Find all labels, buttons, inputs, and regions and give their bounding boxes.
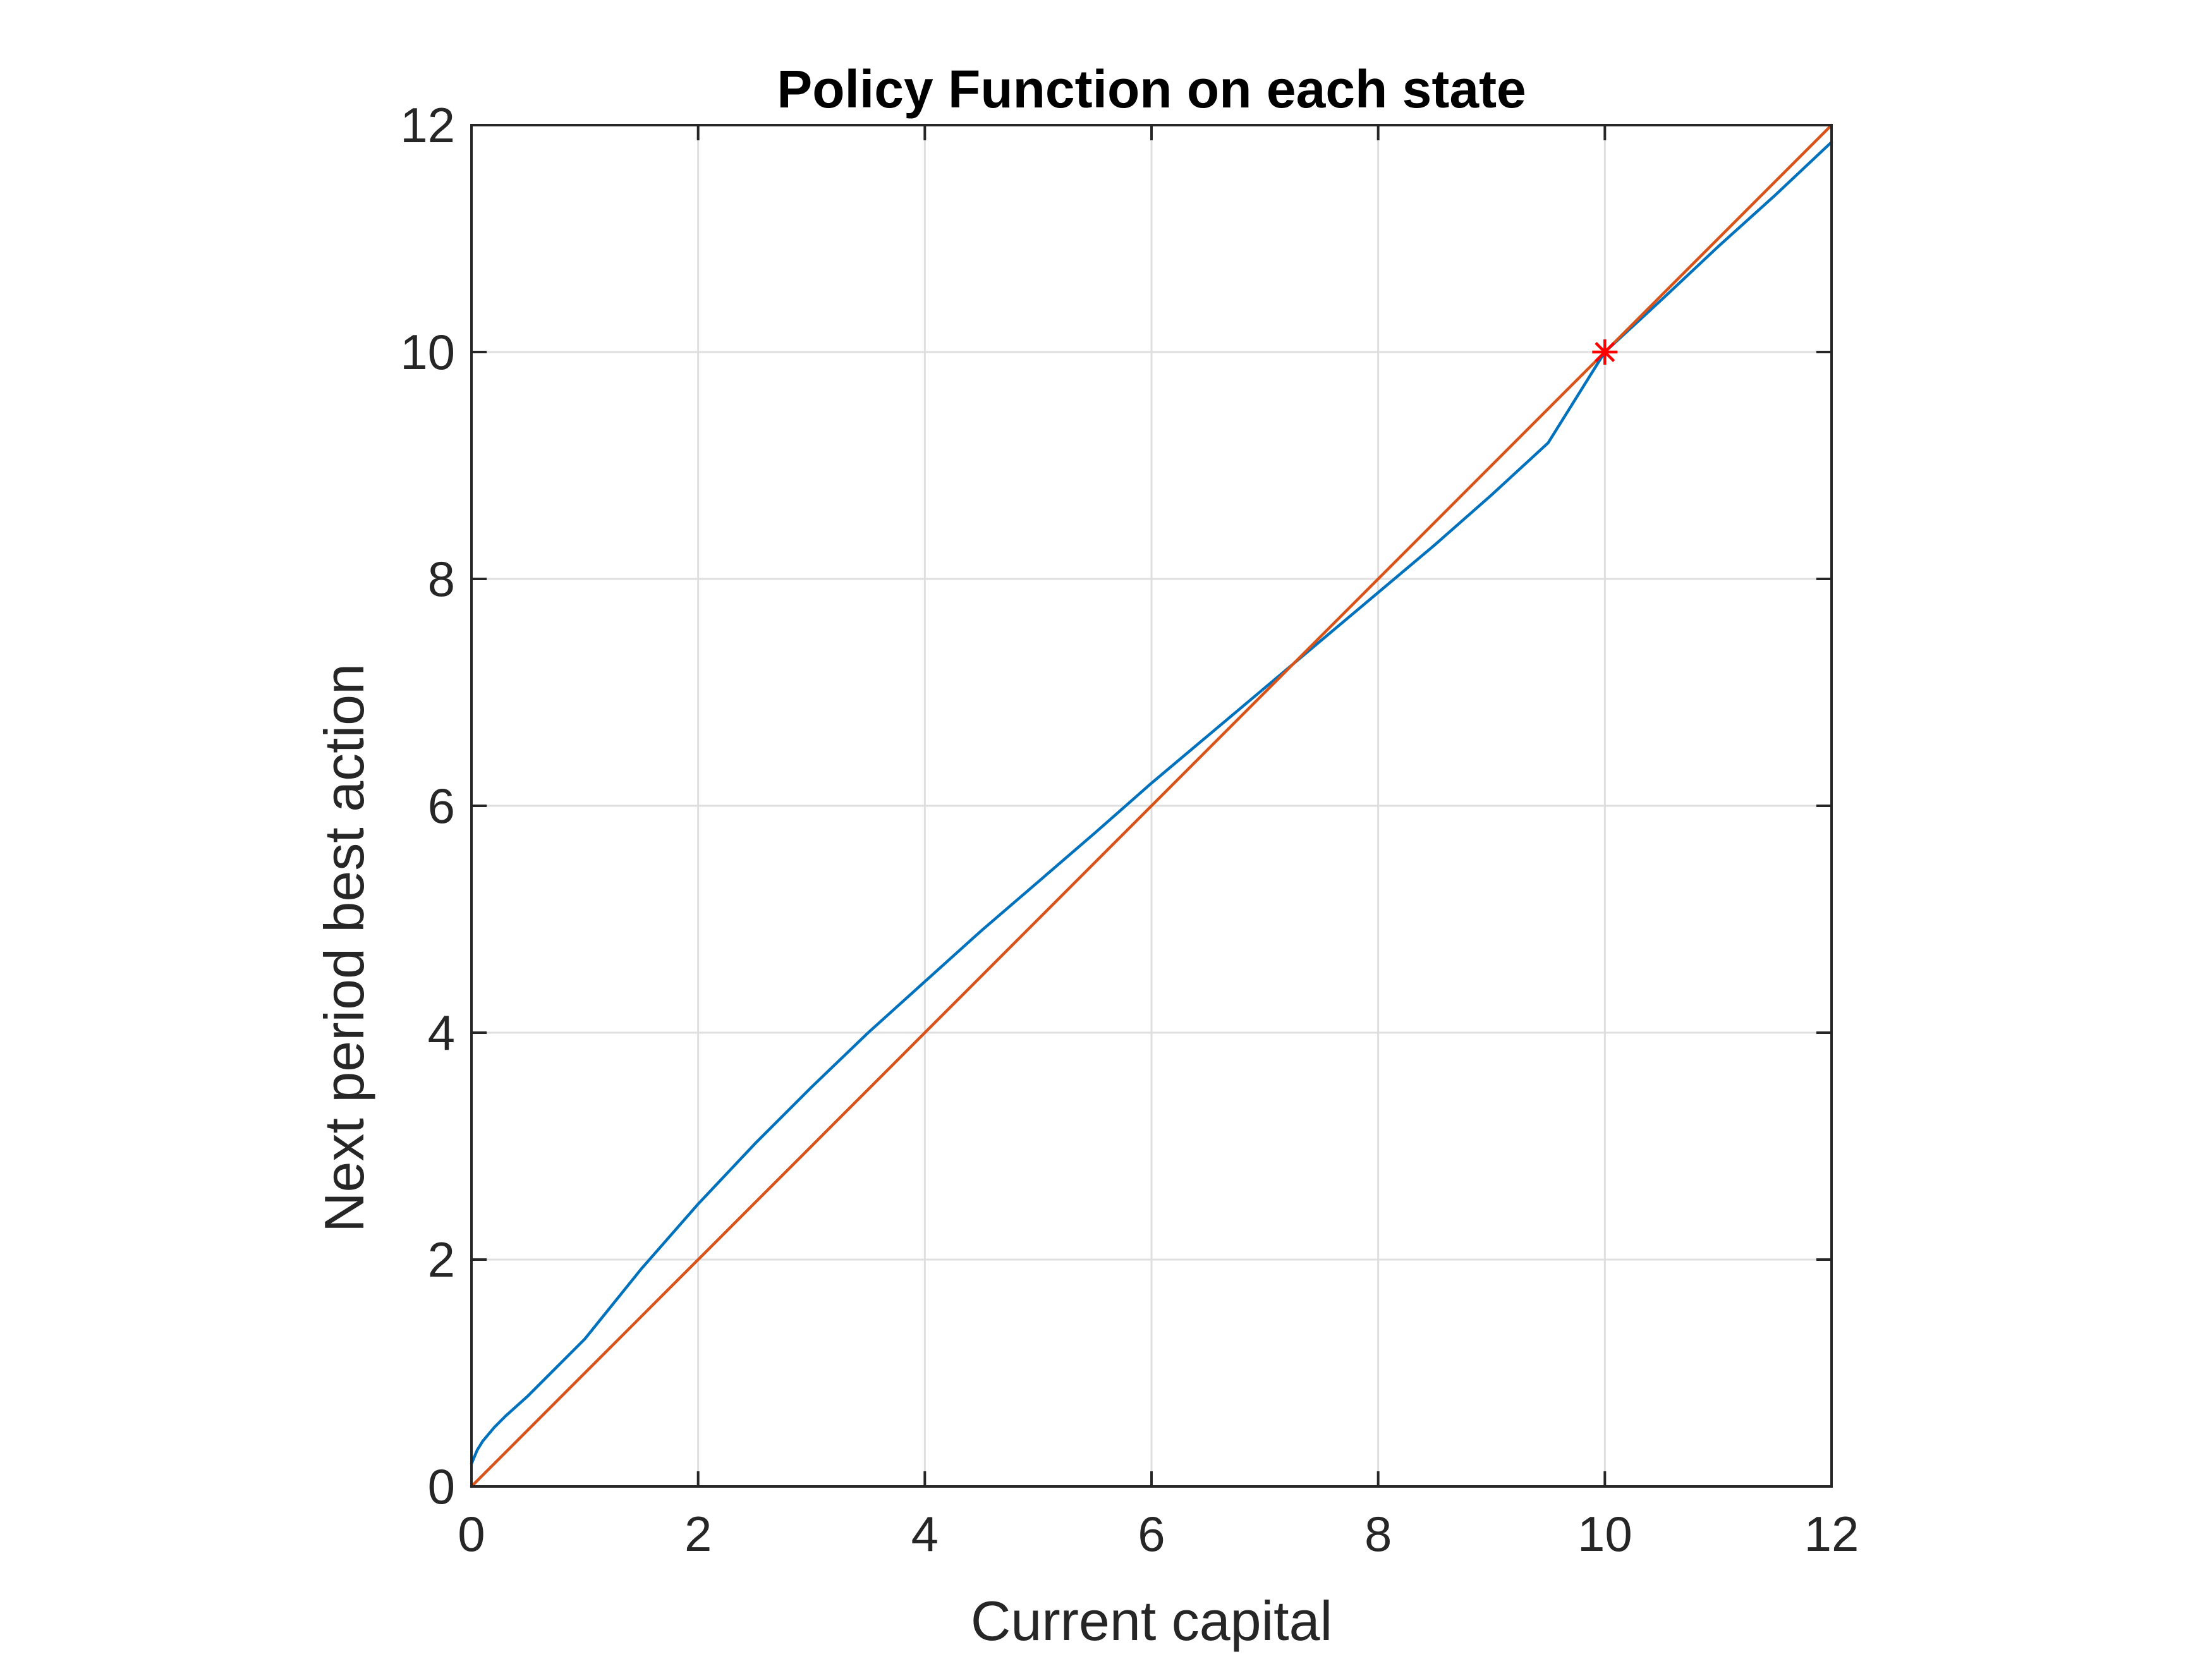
policy-line bbox=[470, 140, 1833, 1466]
x-tick-label: 2 bbox=[684, 1506, 712, 1562]
axes-frame bbox=[470, 124, 1833, 1488]
y-tick-label: 4 bbox=[428, 1005, 455, 1060]
x-tick-label: 0 bbox=[458, 1506, 485, 1562]
x-tick-label: 6 bbox=[1138, 1506, 1165, 1562]
marker-stroke bbox=[1595, 342, 1615, 362]
tick-labels: 0 2 4 6 8 10 12 0 2 4 6 8 10 12 bbox=[400, 97, 1859, 1562]
y-axis-label: Next period best action bbox=[313, 664, 375, 1232]
y-tick-label: 10 bbox=[400, 324, 455, 380]
x-tick-label: 10 bbox=[1577, 1506, 1632, 1562]
y-tick-label: 12 bbox=[400, 97, 455, 153]
x-tick-label: 4 bbox=[911, 1506, 939, 1562]
y-tick-label: 0 bbox=[428, 1459, 455, 1514]
x-axis-label: Current capital bbox=[971, 1589, 1332, 1652]
chart-title: Policy Function on each state bbox=[777, 59, 1526, 119]
y-tick-label: 6 bbox=[428, 778, 455, 834]
y-tick-label: 8 bbox=[428, 551, 455, 607]
x-tick-label: 8 bbox=[1364, 1506, 1392, 1562]
steady-state-marker bbox=[1592, 339, 1618, 365]
marker-layer bbox=[1592, 339, 1618, 365]
x-tick-label: 12 bbox=[1804, 1506, 1859, 1562]
y-tick-label: 2 bbox=[428, 1232, 455, 1287]
